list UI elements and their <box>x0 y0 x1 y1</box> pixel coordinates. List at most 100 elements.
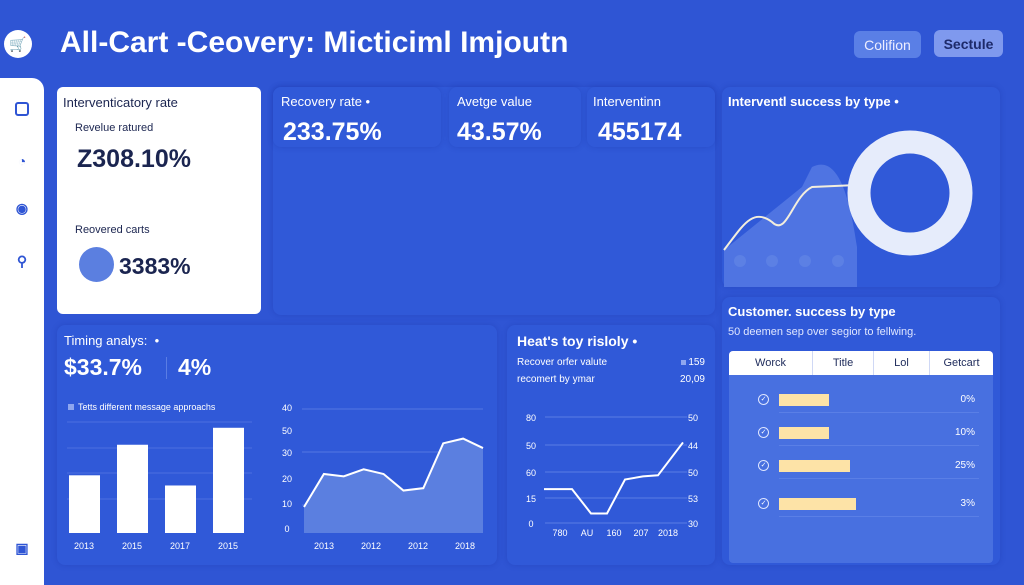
history-title: Heat's toy risloly • <box>517 333 638 349</box>
x-tick-label: 2018 <box>455 541 475 551</box>
revenue-label: Revelue ratured <box>75 122 154 134</box>
stat-label: Interventinn <box>593 94 661 109</box>
area-line <box>303 437 484 508</box>
x-tick-label: 2012 <box>361 541 381 551</box>
row-divider <box>779 412 979 413</box>
divider <box>166 357 167 379</box>
y-tick-label: 0 <box>284 524 289 534</box>
history-row-value: 20,09 <box>679 374 705 385</box>
history-row-label: recomert by ymar <box>517 374 595 385</box>
x-tick-label: 2013 <box>74 541 94 551</box>
bar <box>69 475 100 533</box>
column-header[interactable]: Lol <box>874 351 930 375</box>
bar <box>213 427 244 533</box>
stat-recovery: Recovery rate • 233.75% <box>273 87 441 147</box>
donut-ring <box>847 130 973 256</box>
stat-value: 233.75% <box>283 118 382 146</box>
y-tick-label: 20 <box>282 474 292 484</box>
area-chart: 40 50 30 20 10 0 2013 2012 2012 2018 <box>282 403 484 551</box>
progress-bar <box>779 427 830 439</box>
stat-value: 43.57% <box>457 118 542 146</box>
stat-value: 455174 <box>598 118 682 146</box>
app-logo[interactable]: 🛒 <box>4 30 32 58</box>
customer-title: Customer. success by type <box>728 304 896 319</box>
y-tick-label: 50 <box>282 426 292 436</box>
history-row-value: 159 <box>680 357 705 368</box>
check-icon: ✓ <box>758 498 769 509</box>
colifion-button[interactable]: Colifion <box>854 31 921 58</box>
dot <box>799 255 811 267</box>
page-title: All-Cart -Ceovery: Micticiml Imjoutn <box>60 26 569 59</box>
refresh-icon[interactable]: ◉ <box>15 200 29 216</box>
clock-icon[interactable]: ◔ <box>17 153 27 169</box>
check-icon: ✓ <box>758 427 769 438</box>
row-value: 0% <box>960 394 975 405</box>
x-tick-label: 780 <box>552 528 567 538</box>
x-tick-label: 2012 <box>408 541 428 551</box>
row-value: 3% <box>960 498 975 509</box>
summary-title: Interventicatory rate <box>63 95 178 110</box>
summary-card: Interventicatory rate Revelue ratured Z3… <box>57 87 261 314</box>
table-header: Worck Title Lol Getcart <box>729 351 993 375</box>
progress-bar <box>779 394 830 406</box>
x-tick-label: 2013 <box>314 541 334 551</box>
check-icon: ✓ <box>758 394 769 405</box>
y-tick-label: 40 <box>282 403 292 413</box>
bar <box>117 444 148 533</box>
carts-pie-icon <box>79 247 114 282</box>
column-header[interactable]: Getcart <box>943 357 980 369</box>
dot <box>734 255 746 267</box>
column-header[interactable]: Title <box>813 351 874 375</box>
x-tick-label: AU <box>581 528 594 538</box>
right-tick-label: 44 <box>688 441 698 451</box>
customer-subtitle: 50 deemen sep over segior to fellwing. <box>728 326 917 338</box>
bag-icon[interactable]: ▣ <box>15 540 29 556</box>
mini-area <box>724 164 857 287</box>
customer-panel: Customer. success by type 50 deemen sep … <box>722 297 1000 565</box>
success-panel: Interventl success by type • <box>722 87 1000 287</box>
x-tick-label: 2015 <box>218 541 238 551</box>
timing-value-2: 4% <box>178 354 212 380</box>
legend-swatch <box>68 404 74 410</box>
success-title: Interventl success by type • <box>728 94 899 109</box>
dot <box>766 255 778 267</box>
row-divider <box>779 478 979 479</box>
left-tick-label: 0 <box>528 519 533 529</box>
progress-bar <box>779 460 851 472</box>
timing-title: Timing analys: • <box>64 333 160 348</box>
history-line-chart: 80 50 50 44 60 50 15 53 0 30 780 AU 160 207 2018 <box>526 413 698 538</box>
customer-table: Worck Title Lol Getcart ✓ 0% ✓ 10% ✓ 25%… <box>729 351 993 563</box>
stat-intervention: Interventinn 455174 <box>587 87 715 147</box>
location-icon[interactable]: ⚲ <box>16 253 28 269</box>
revenue-value: Z308.10% <box>77 145 191 173</box>
row-divider <box>779 516 979 517</box>
check-icon: ✓ <box>758 460 769 471</box>
stat-label: Avetge value <box>457 94 532 109</box>
left-tick-label: 80 <box>526 413 536 423</box>
bar-chart: 2013 2015 2017 2015 <box>67 421 252 551</box>
column-header[interactable]: Worck <box>729 351 813 375</box>
success-graphic <box>723 130 973 287</box>
y-tick-label: 10 <box>282 499 292 509</box>
x-tick-label: 160 <box>606 528 621 538</box>
bar-legend: Tetts different message approachs <box>68 402 215 412</box>
cart-icon: 🛒 <box>9 36 27 52</box>
left-tick-label: 50 <box>526 441 536 451</box>
x-tick-label: 207 <box>633 528 648 538</box>
x-tick-label: 2018 <box>658 528 678 538</box>
right-tick-label: 53 <box>688 494 698 504</box>
row-divider <box>779 445 979 446</box>
stat-average: Avetge value 43.57% <box>449 87 581 147</box>
history-line <box>544 441 684 515</box>
carts-value: 3383% <box>119 253 191 279</box>
bar <box>165 485 196 533</box>
inbox-icon[interactable] <box>15 102 29 116</box>
left-tick-label: 60 <box>526 468 536 478</box>
history-row-label: Recover orfer valute <box>517 357 608 368</box>
timing-value-1: $33.7% <box>64 354 143 380</box>
mini-area-back <box>723 184 858 251</box>
right-tick-label: 30 <box>688 519 698 529</box>
sectule-button[interactable]: Sectule <box>934 30 1003 57</box>
sidebar: ◔ ◉ ⚲ ▣ <box>0 78 44 585</box>
y-tick-label: 30 <box>282 448 292 458</box>
